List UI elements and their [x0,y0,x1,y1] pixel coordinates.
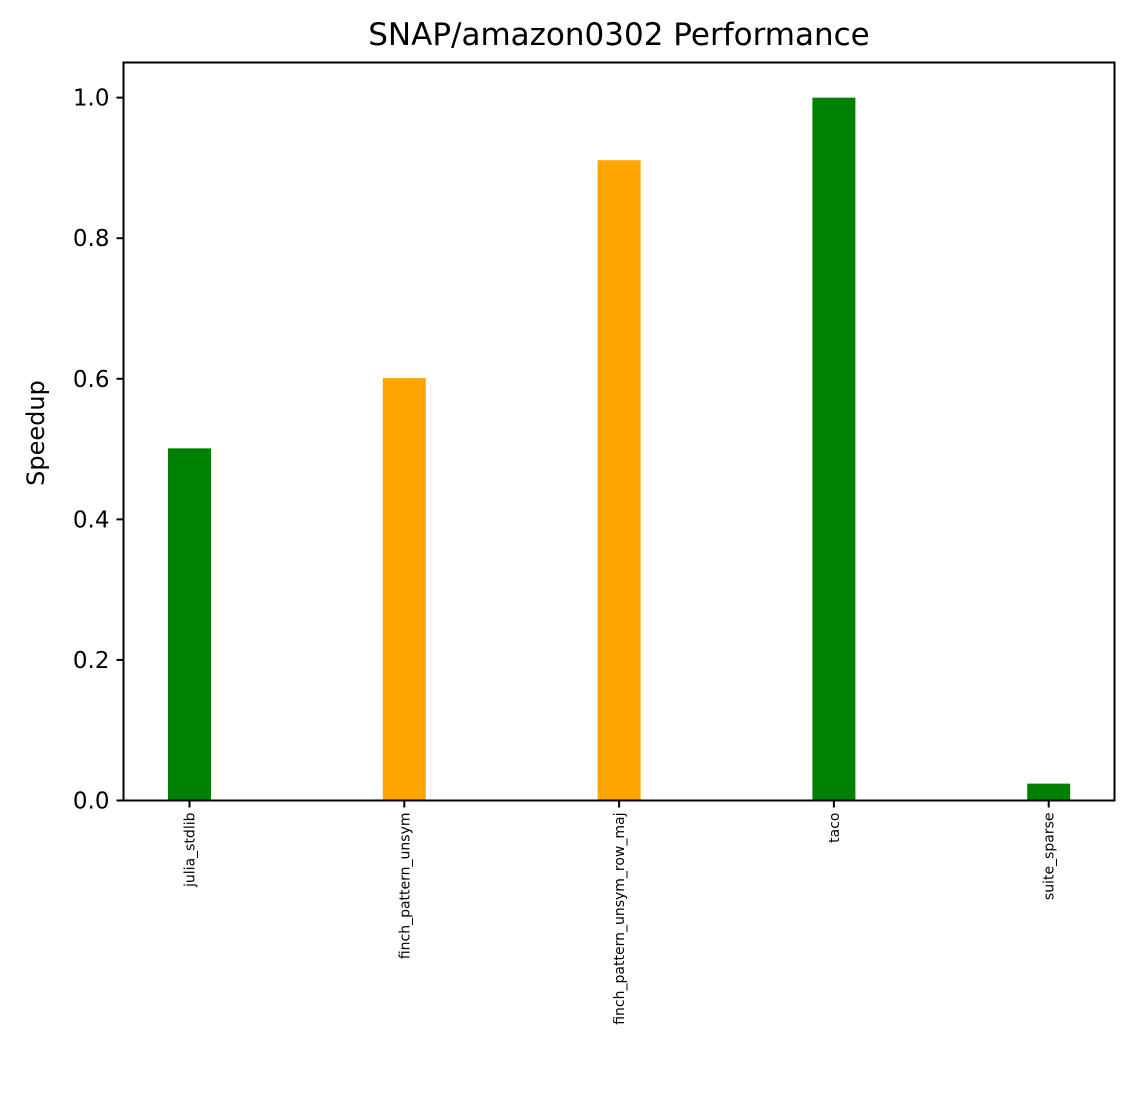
bar-julia_stdlib [168,448,211,801]
y-tick-label: 0.2 [73,648,110,674]
x-tick-label: finch_pattern_unsym [397,813,413,960]
y-tick-label: 0.6 [73,367,110,393]
y-tick-label: 0.8 [73,226,110,252]
plot-frame [122,61,1116,802]
x-axis: julia_stdlib finch_pattern_unsym finch_pat… [183,800,1058,1025]
bars-layer [168,97,1071,801]
bar-finch_pattern_unsym [382,378,426,801]
bar-taco [812,97,856,801]
y-tick-label: 0.4 [73,507,110,533]
y-axis: 0.0 0.2 0.4 0.6 0.8 1.0 [73,86,124,815]
bar-suite_sparse [1027,783,1071,801]
y-tick-label: 0.0 [73,789,110,815]
x-tick-label: suite_sparse [1042,813,1058,901]
y-axis-label: Speedup [22,380,50,486]
chart-title: SNAP/amazon0302 Performance [368,17,869,53]
bar-finch_pattern_unsym_row_maj [597,160,641,801]
x-tick-label: finch_pattern_unsym_row_maj [612,813,628,1025]
y-tick-label: 1.0 [73,86,110,112]
x-tick-label: julia_stdlib [183,812,199,888]
x-tick-label: taco [827,813,843,843]
